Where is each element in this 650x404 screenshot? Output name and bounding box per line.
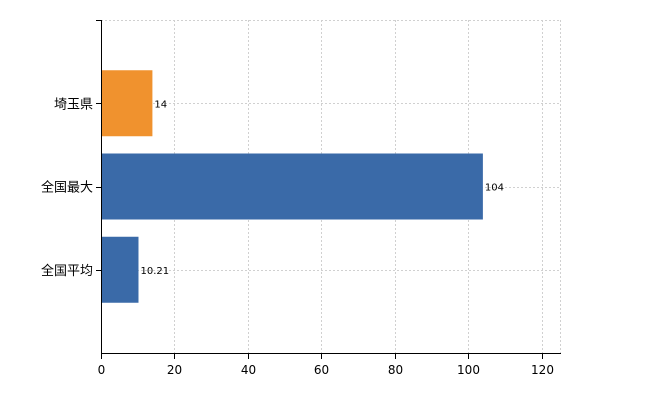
x-tick-label-20: 20 bbox=[167, 363, 182, 377]
data-label-2: 10.21 bbox=[140, 266, 169, 277]
bar-1 bbox=[101, 153, 483, 220]
bars-layer bbox=[101, 70, 483, 303]
category-label-0: 埼玉県 bbox=[54, 97, 93, 112]
bar-0 bbox=[101, 70, 153, 137]
x-tick-label-100: 100 bbox=[457, 363, 480, 377]
bar-2 bbox=[101, 236, 139, 303]
category-label-1: 全国最大 bbox=[41, 180, 93, 196]
category-label-2: 全国平均 bbox=[41, 263, 93, 279]
axis-layer bbox=[96, 20, 561, 359]
x-tick-label-0: 0 bbox=[98, 363, 106, 377]
data-label-1: 104 bbox=[485, 183, 504, 194]
x-tick-label-60: 60 bbox=[314, 363, 329, 377]
x-tick-label-40: 40 bbox=[241, 363, 256, 377]
labels-layer: 14 埼玉県 104 全国最大 10.21 全国平均 0 20 40 60 80 100 120 bbox=[41, 97, 554, 377]
x-tick-label-120: 120 bbox=[531, 363, 554, 377]
x-tick-label-80: 80 bbox=[388, 363, 403, 377]
data-label-0: 14 bbox=[154, 99, 167, 110]
